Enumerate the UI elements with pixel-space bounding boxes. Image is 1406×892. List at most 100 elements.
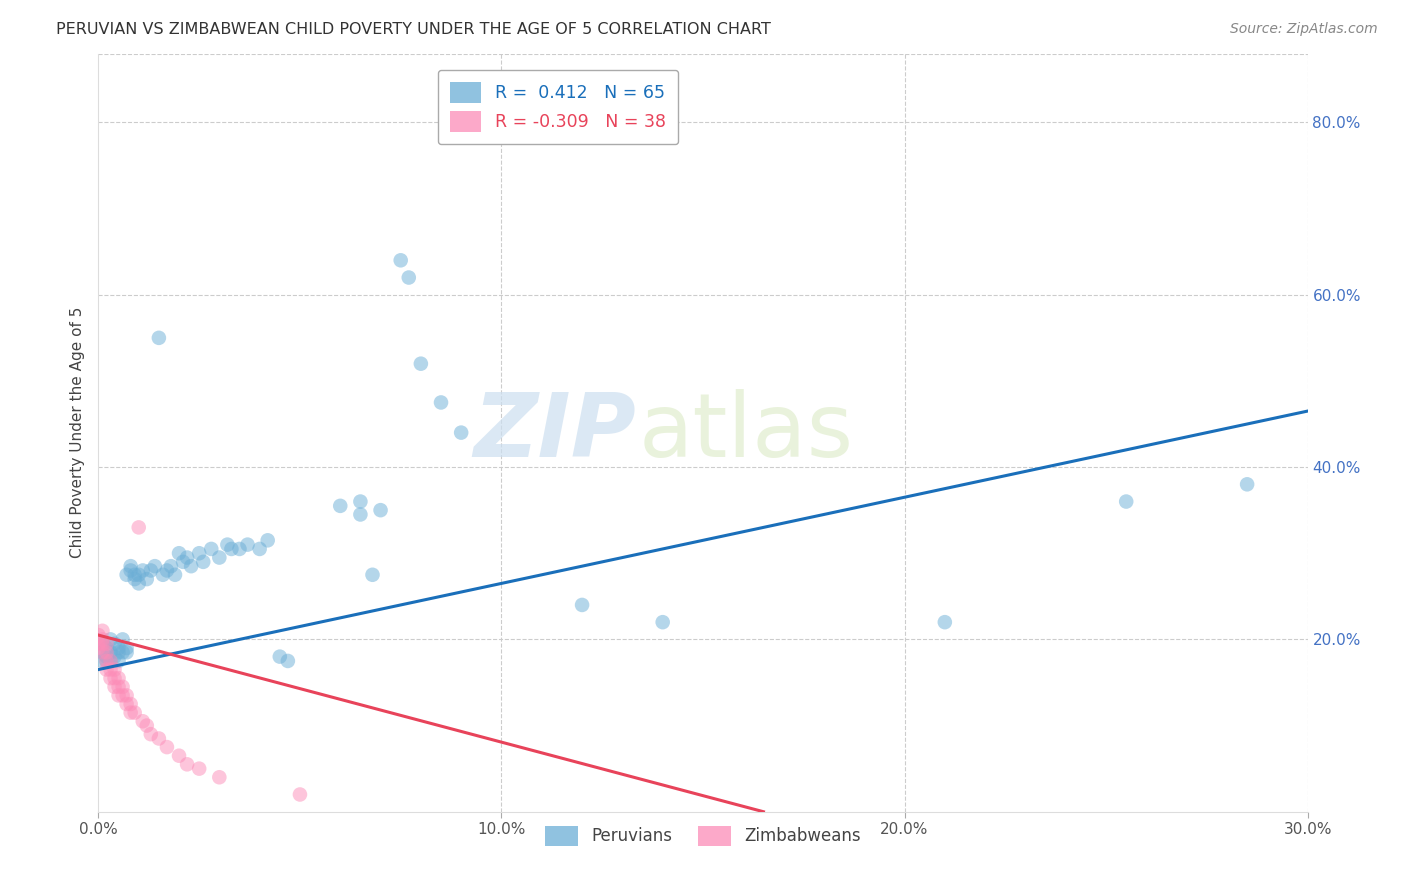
Point	[100, 663, 122, 677]
Point	[100, 645, 122, 659]
Point	[107, 689, 129, 703]
Point	[934, 615, 956, 630]
Point	[128, 567, 150, 582]
Point	[389, 253, 412, 268]
Point	[87, 628, 110, 642]
Point	[87, 640, 110, 655]
Point	[96, 654, 118, 668]
Text: ZIP: ZIP	[474, 389, 637, 476]
Point	[111, 645, 134, 659]
Point	[409, 357, 432, 371]
Point	[87, 637, 110, 651]
Point	[163, 567, 186, 582]
Point	[349, 508, 371, 522]
Point	[200, 541, 222, 556]
Point	[370, 503, 392, 517]
Text: atlas: atlas	[638, 389, 853, 476]
Point	[100, 654, 122, 668]
Point	[361, 567, 384, 582]
Point	[135, 718, 157, 732]
Point	[329, 499, 352, 513]
Point	[115, 645, 138, 659]
Text: PERUVIAN VS ZIMBABWEAN CHILD POVERTY UNDER THE AGE OF 5 CORRELATION CHART: PERUVIAN VS ZIMBABWEAN CHILD POVERTY UND…	[56, 22, 770, 37]
Point	[96, 663, 118, 677]
Legend: Peruvians, Zimbabweans: Peruvians, Zimbabweans	[538, 819, 868, 853]
Point	[96, 649, 118, 664]
Point	[208, 550, 231, 565]
Point	[349, 494, 371, 508]
Point	[111, 689, 134, 703]
Point	[107, 645, 129, 659]
Point	[100, 671, 122, 685]
Point	[148, 731, 170, 746]
Point	[135, 572, 157, 586]
Y-axis label: Child Poverty Under the Age of 5: Child Poverty Under the Age of 5	[69, 307, 84, 558]
Point	[91, 654, 114, 668]
Point	[103, 663, 125, 677]
Point	[120, 559, 142, 574]
Point	[1236, 477, 1258, 491]
Point	[430, 395, 453, 409]
Point	[115, 697, 138, 711]
Point	[115, 567, 138, 582]
Point	[96, 637, 118, 651]
Point	[120, 697, 142, 711]
Point	[124, 572, 146, 586]
Point	[96, 645, 118, 659]
Point	[103, 671, 125, 685]
Point	[188, 546, 211, 560]
Point	[100, 654, 122, 668]
Point	[100, 632, 122, 647]
Point	[571, 598, 593, 612]
Point	[651, 615, 673, 630]
Point	[188, 762, 211, 776]
Point	[111, 632, 134, 647]
Point	[148, 331, 170, 345]
Point	[91, 637, 114, 651]
Point	[91, 645, 114, 659]
Point	[115, 640, 138, 655]
Point	[398, 270, 420, 285]
Point	[132, 564, 155, 578]
Text: Source: ZipAtlas.com: Source: ZipAtlas.com	[1230, 22, 1378, 37]
Point	[156, 564, 179, 578]
Point	[236, 538, 259, 552]
Point	[193, 555, 215, 569]
Point	[208, 770, 231, 784]
Point	[288, 788, 311, 802]
Point	[91, 624, 114, 638]
Point	[120, 564, 142, 578]
Point	[269, 649, 291, 664]
Point	[172, 555, 194, 569]
Point	[139, 727, 162, 741]
Point	[107, 640, 129, 655]
Point	[120, 706, 142, 720]
Point	[128, 520, 150, 534]
Point	[103, 649, 125, 664]
Point	[124, 706, 146, 720]
Point	[91, 645, 114, 659]
Point	[128, 576, 150, 591]
Point	[228, 541, 250, 556]
Point	[1115, 494, 1137, 508]
Point	[152, 567, 174, 582]
Point	[107, 654, 129, 668]
Point	[450, 425, 472, 440]
Point	[124, 567, 146, 582]
Point	[111, 680, 134, 694]
Point	[160, 559, 183, 574]
Point	[96, 640, 118, 655]
Point	[132, 714, 155, 729]
Point	[256, 533, 278, 548]
Point	[249, 541, 271, 556]
Point	[107, 680, 129, 694]
Point	[221, 541, 243, 556]
Point	[277, 654, 299, 668]
Point	[176, 757, 198, 772]
Point	[103, 680, 125, 694]
Point	[103, 637, 125, 651]
Point	[96, 654, 118, 668]
Point	[176, 550, 198, 565]
Point	[115, 689, 138, 703]
Point	[139, 564, 162, 578]
